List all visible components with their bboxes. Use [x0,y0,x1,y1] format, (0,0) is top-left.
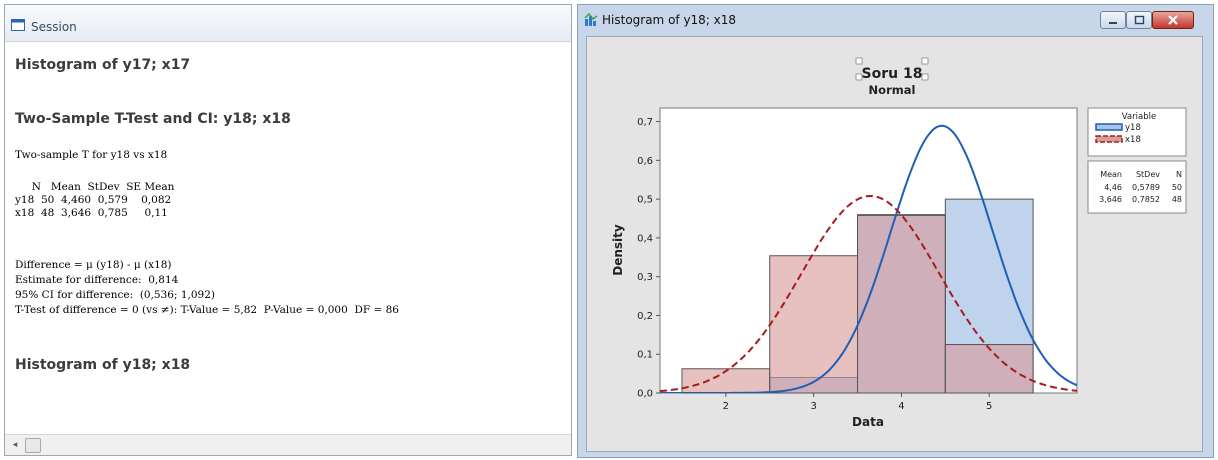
y-tick-label: 0,1 [637,350,653,361]
session-heading: Two-Sample T-Test and CI: y18; x18 [15,111,291,127]
scrollbar-thumb[interactable] [25,438,41,453]
session-line: T-Test of difference = 0 (vs ≠): T-Value… [15,304,399,316]
legend-swatch-x18 [1095,135,1123,143]
session-line: 95% CI for difference: (0,536; 1,092) [15,289,216,301]
session-line: y18 50 4,460 0,579 0,082 [15,194,172,206]
histogram-bars [681,198,1034,394]
fit-curve-y18 [660,124,1077,393]
scroll-left-arrow-icon[interactable]: ◂ [12,440,18,450]
session-title: Session [31,20,77,34]
chart-subtitle: Normal [869,83,916,97]
session-line: x18 48 3,646 0,785 0,11 [15,207,168,219]
x-axis-label: Data [852,415,884,429]
histogram-chart[interactable]: Soru 18 Normal 0,00,10,20,30,40,50,60,7 … [587,37,1202,451]
session-heading: Histogram of y18; x18 [15,357,191,373]
y-tick-label: 0,0 [637,389,653,400]
close-button[interactable] [1152,11,1194,29]
session-titlebar[interactable]: Session [5,5,571,42]
session-line: Two-sample T for y18 vs x18 [15,149,168,161]
y-axis-label: Density [611,224,625,276]
y-axis: 0,0 0,1 0,2 0,3 0,4 0,5 0,6 0,7 [637,117,660,400]
close-icon [1168,15,1178,25]
session-output[interactable]: Histogram of y17; x17 Two-Sample T-Test … [15,45,571,433]
legend-stat-x18-mean: 3,646 [1099,195,1122,204]
legend-entry-y18: y18 [1125,123,1141,133]
normal-fit-curves [660,124,1077,393]
x-tick-label: 4 [898,401,904,412]
legend-stat-y18-n: 50 [1172,183,1182,192]
graph-titlebar[interactable]: Histogram of y18; x18 [578,5,1213,33]
x-tick-label: 5 [986,401,992,412]
legend-stat-x18-stdev: 0,7852 [1132,195,1160,204]
legend-stat-x18-n: 48 [1172,195,1182,204]
graph-area[interactable]: Soru 18 Normal 0,0 0,1 0,2 0,3 0,4 0,5 0,6 0,7 … [586,36,1203,452]
bar-x18[interactable] [857,214,946,394]
graph-window-title: Histogram of y18; x18 [602,13,737,27]
bar-x18[interactable] [681,368,771,394]
session-line: Difference = μ (y18) - μ (x18) [15,259,172,271]
session-window-icon [11,19,25,31]
y-tick-label: 0,2 [637,311,653,322]
minimize-button[interactable] [1100,11,1126,29]
session-line: Estimate for difference: 0,814 [15,274,179,286]
y-tick-label: 0,6 [637,156,653,167]
graph-window[interactable]: Histogram of y18; x18 Soru 18 Normal [577,4,1214,458]
x-tick-label: 2 [723,401,729,412]
y-tick-label: 0,4 [637,233,653,244]
bar-x18[interactable] [769,255,859,394]
legend-stats-header-mean: Mean [1100,170,1122,179]
legend-stat-y18-mean: 4,46 [1104,183,1122,192]
x-axis: 2 3 4 5 [723,393,992,412]
bar-x18[interactable] [944,344,1034,394]
maximize-button[interactable] [1126,11,1152,29]
chart-title[interactable]: Soru 18 [862,66,923,82]
title-selection-handles [855,57,929,81]
graph-window-icon [584,13,598,26]
legend-stats-header-n: N [1176,170,1182,179]
y-tick-label: 0,3 [637,272,653,283]
legend[interactable]: Variable y18 x18 Mean StDev N 4,46 0,578… [1087,107,1187,214]
legend-stats-header-stdev: StDev [1136,170,1160,179]
maximize-icon [1134,15,1145,25]
fit-curve-x18 [660,194,1077,393]
minimize-icon [1109,22,1117,24]
legend-swatch-y18 [1095,123,1123,131]
x-tick-label: 3 [810,401,816,412]
y-tick-label: 0,7 [637,117,653,128]
legend-title: Variable [1122,112,1156,122]
y-tick-label: 0,5 [637,195,653,206]
legend-stat-y18-stdev: 0,5789 [1132,183,1160,192]
session-window[interactable]: Session Histogram of y17; x17 Two-Sample… [4,4,572,456]
horizontal-scrollbar[interactable]: ◂ [5,434,571,455]
legend-entry-x18: x18 [1125,135,1141,145]
session-line: N Mean StDev SE Mean [15,181,175,193]
session-heading: Histogram of y17; x17 [15,57,191,73]
